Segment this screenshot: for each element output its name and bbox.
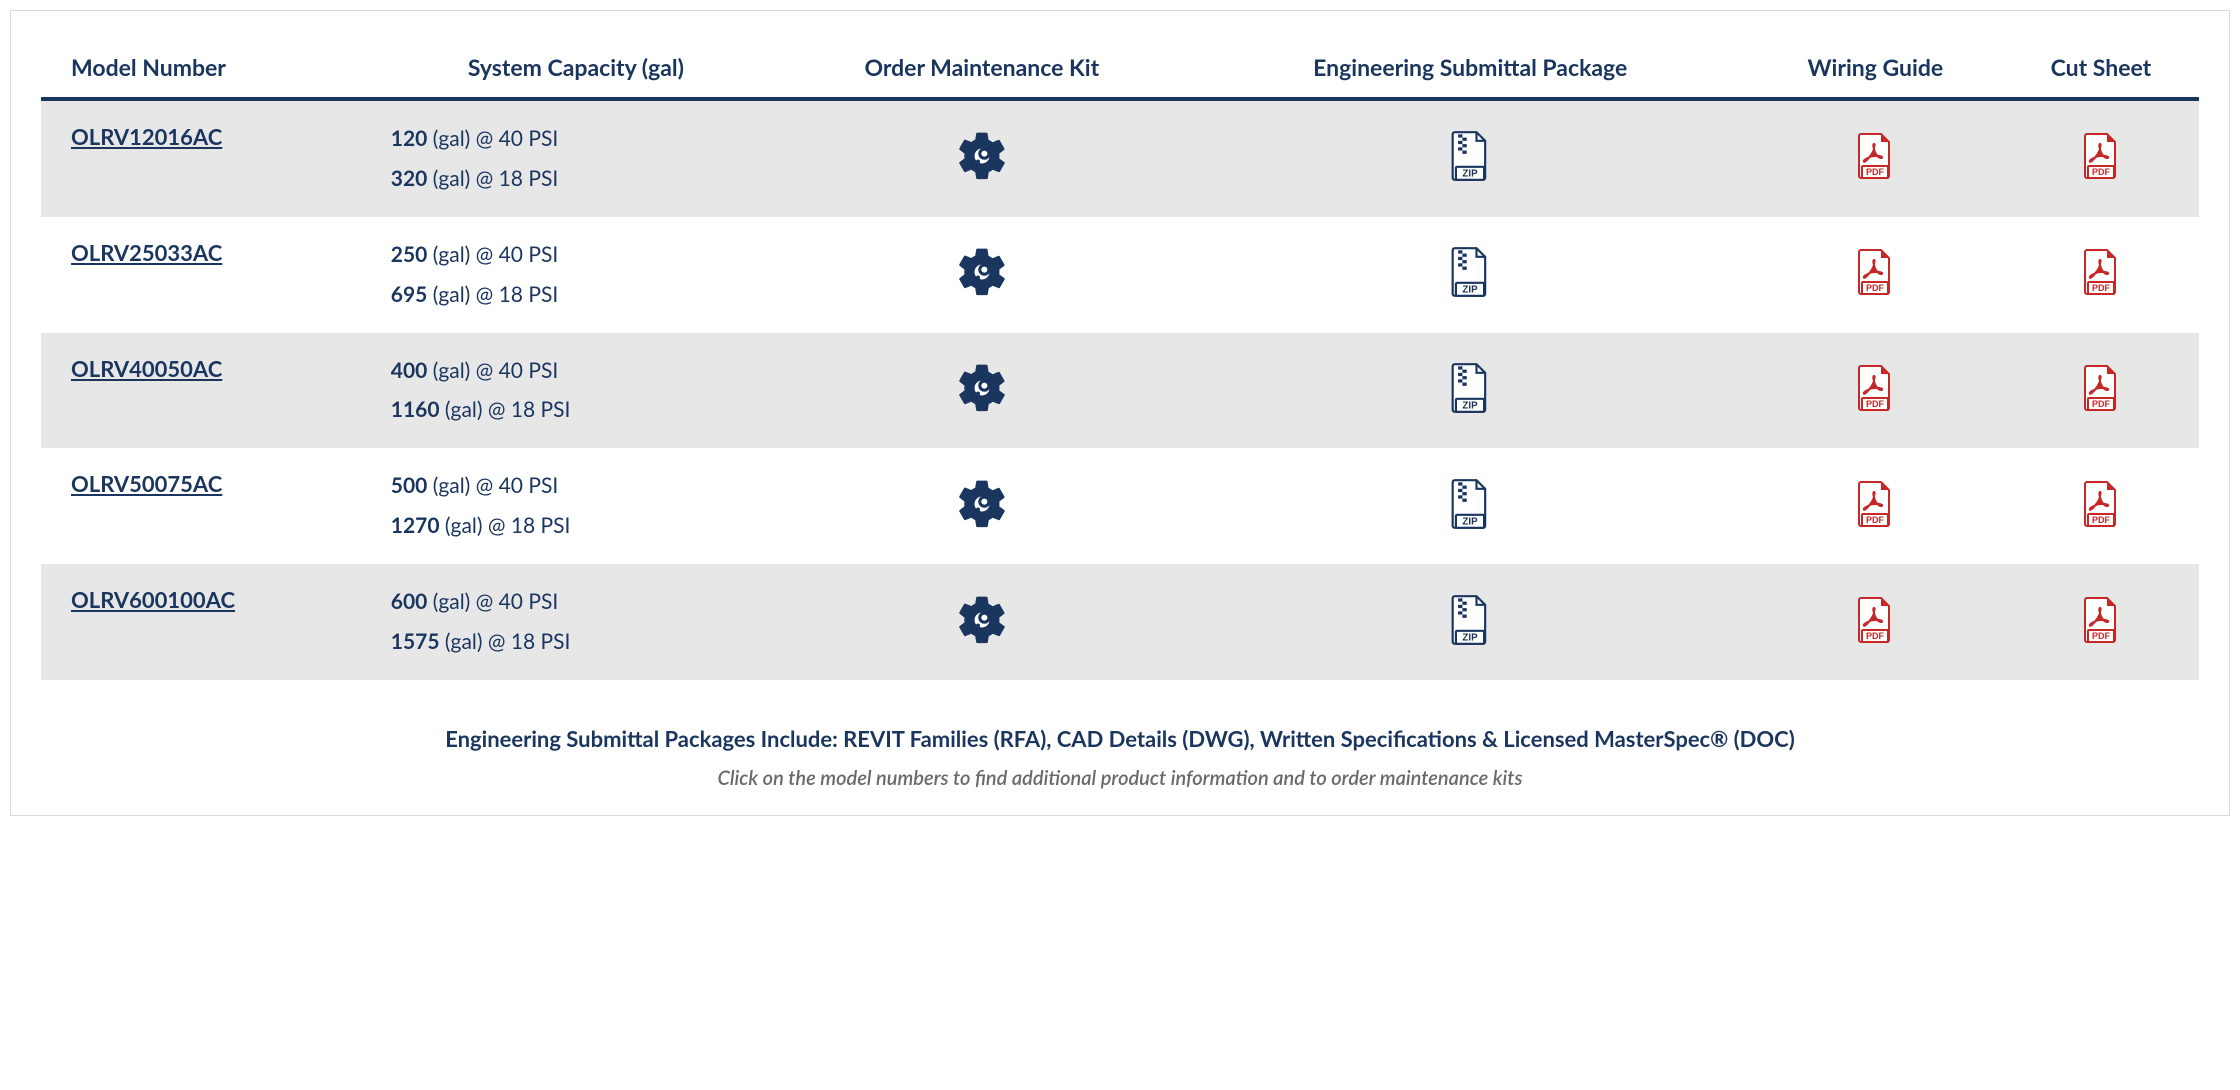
svg-text:ZIP: ZIP (1463, 632, 1479, 643)
zip-file-icon[interactable]: ZIP (1447, 478, 1493, 530)
col-submittal: Engineering Submittal Package (1193, 41, 1748, 99)
svg-text:PDF: PDF (1866, 167, 1885, 177)
svg-text:PDF: PDF (1866, 631, 1885, 641)
pdf-file-icon[interactable]: PDF (1854, 132, 1896, 180)
svg-text:PDF: PDF (1866, 399, 1885, 409)
model-link[interactable]: OLRV12016AC (71, 123, 222, 150)
col-wiring: Wiring Guide (1748, 41, 2003, 99)
pdf-file-icon[interactable]: PDF (2080, 132, 2122, 180)
col-model: Model Number (41, 41, 381, 99)
pdf-file-icon[interactable]: PDF (1854, 596, 1896, 644)
header-row: Model Number System Capacity (gal) Order… (41, 41, 2199, 99)
svg-text:ZIP: ZIP (1463, 516, 1479, 527)
table-row: OLRV25033AC 250 (gal) @ 40 PSI695 (gal) @… (41, 217, 2199, 333)
svg-text:ZIP: ZIP (1463, 169, 1479, 180)
col-maint: Order Maintenance Kit (771, 41, 1193, 99)
capacity-cell: 500 (gal) @ 40 PSI1270 (gal) @ 18 PSI (381, 448, 771, 564)
footer-includes: Engineering Submittal Packages Include: … (41, 725, 2199, 752)
gear-wrench-icon[interactable] (954, 592, 1010, 648)
pdf-file-icon[interactable]: PDF (2080, 364, 2122, 412)
zip-file-icon[interactable]: ZIP (1447, 130, 1493, 182)
pdf-file-icon[interactable]: PDF (1854, 364, 1896, 412)
gear-wrench-icon[interactable] (954, 244, 1010, 300)
table-row: OLRV12016AC 120 (gal) @ 40 PSI320 (gal) @… (41, 99, 2199, 217)
product-table: Model Number System Capacity (gal) Order… (41, 41, 2199, 680)
svg-text:PDF: PDF (2092, 399, 2111, 409)
svg-text:PDF: PDF (1866, 283, 1885, 293)
gear-wrench-icon[interactable] (954, 360, 1010, 416)
model-link[interactable]: OLRV600100AC (71, 586, 235, 613)
gear-wrench-icon[interactable] (954, 128, 1010, 184)
svg-text:ZIP: ZIP (1463, 285, 1479, 296)
model-link[interactable]: OLRV40050AC (71, 355, 222, 382)
table-row: OLRV40050AC 400 (gal) @ 40 PSI1160 (gal) … (41, 333, 2199, 449)
svg-text:ZIP: ZIP (1463, 401, 1479, 412)
pdf-file-icon[interactable]: PDF (1854, 480, 1896, 528)
table-row: OLRV50075AC 500 (gal) @ 40 PSI1270 (gal) … (41, 448, 2199, 564)
footer-hint: Click on the model numbers to find addit… (41, 766, 2199, 790)
model-link[interactable]: OLRV25033AC (71, 239, 222, 266)
capacity-cell: 400 (gal) @ 40 PSI1160 (gal) @ 18 PSI (381, 333, 771, 449)
pdf-file-icon[interactable]: PDF (1854, 248, 1896, 296)
pdf-file-icon[interactable]: PDF (2080, 248, 2122, 296)
zip-file-icon[interactable]: ZIP (1447, 594, 1493, 646)
col-cutsheet: Cut Sheet (2003, 41, 2199, 99)
zip-file-icon[interactable]: ZIP (1447, 362, 1493, 414)
col-capacity: System Capacity (gal) (381, 41, 771, 99)
pdf-file-icon[interactable]: PDF (2080, 596, 2122, 644)
capacity-cell: 600 (gal) @ 40 PSI1575 (gal) @ 18 PSI (381, 564, 771, 680)
gear-wrench-icon[interactable] (954, 476, 1010, 532)
pdf-file-icon[interactable]: PDF (2080, 480, 2122, 528)
svg-text:PDF: PDF (1866, 515, 1885, 525)
svg-text:PDF: PDF (2092, 283, 2111, 293)
svg-text:PDF: PDF (2092, 167, 2111, 177)
svg-text:PDF: PDF (2092, 631, 2111, 641)
table-row: OLRV600100AC 600 (gal) @ 40 PSI1575 (gal)… (41, 564, 2199, 680)
zip-file-icon[interactable]: ZIP (1447, 246, 1493, 298)
svg-text:PDF: PDF (2092, 515, 2111, 525)
product-table-container: Model Number System Capacity (gal) Order… (10, 10, 2230, 816)
model-link[interactable]: OLRV50075AC (71, 470, 222, 497)
capacity-cell: 120 (gal) @ 40 PSI320 (gal) @ 18 PSI (381, 99, 771, 217)
capacity-cell: 250 (gal) @ 40 PSI695 (gal) @ 18 PSI (381, 217, 771, 333)
